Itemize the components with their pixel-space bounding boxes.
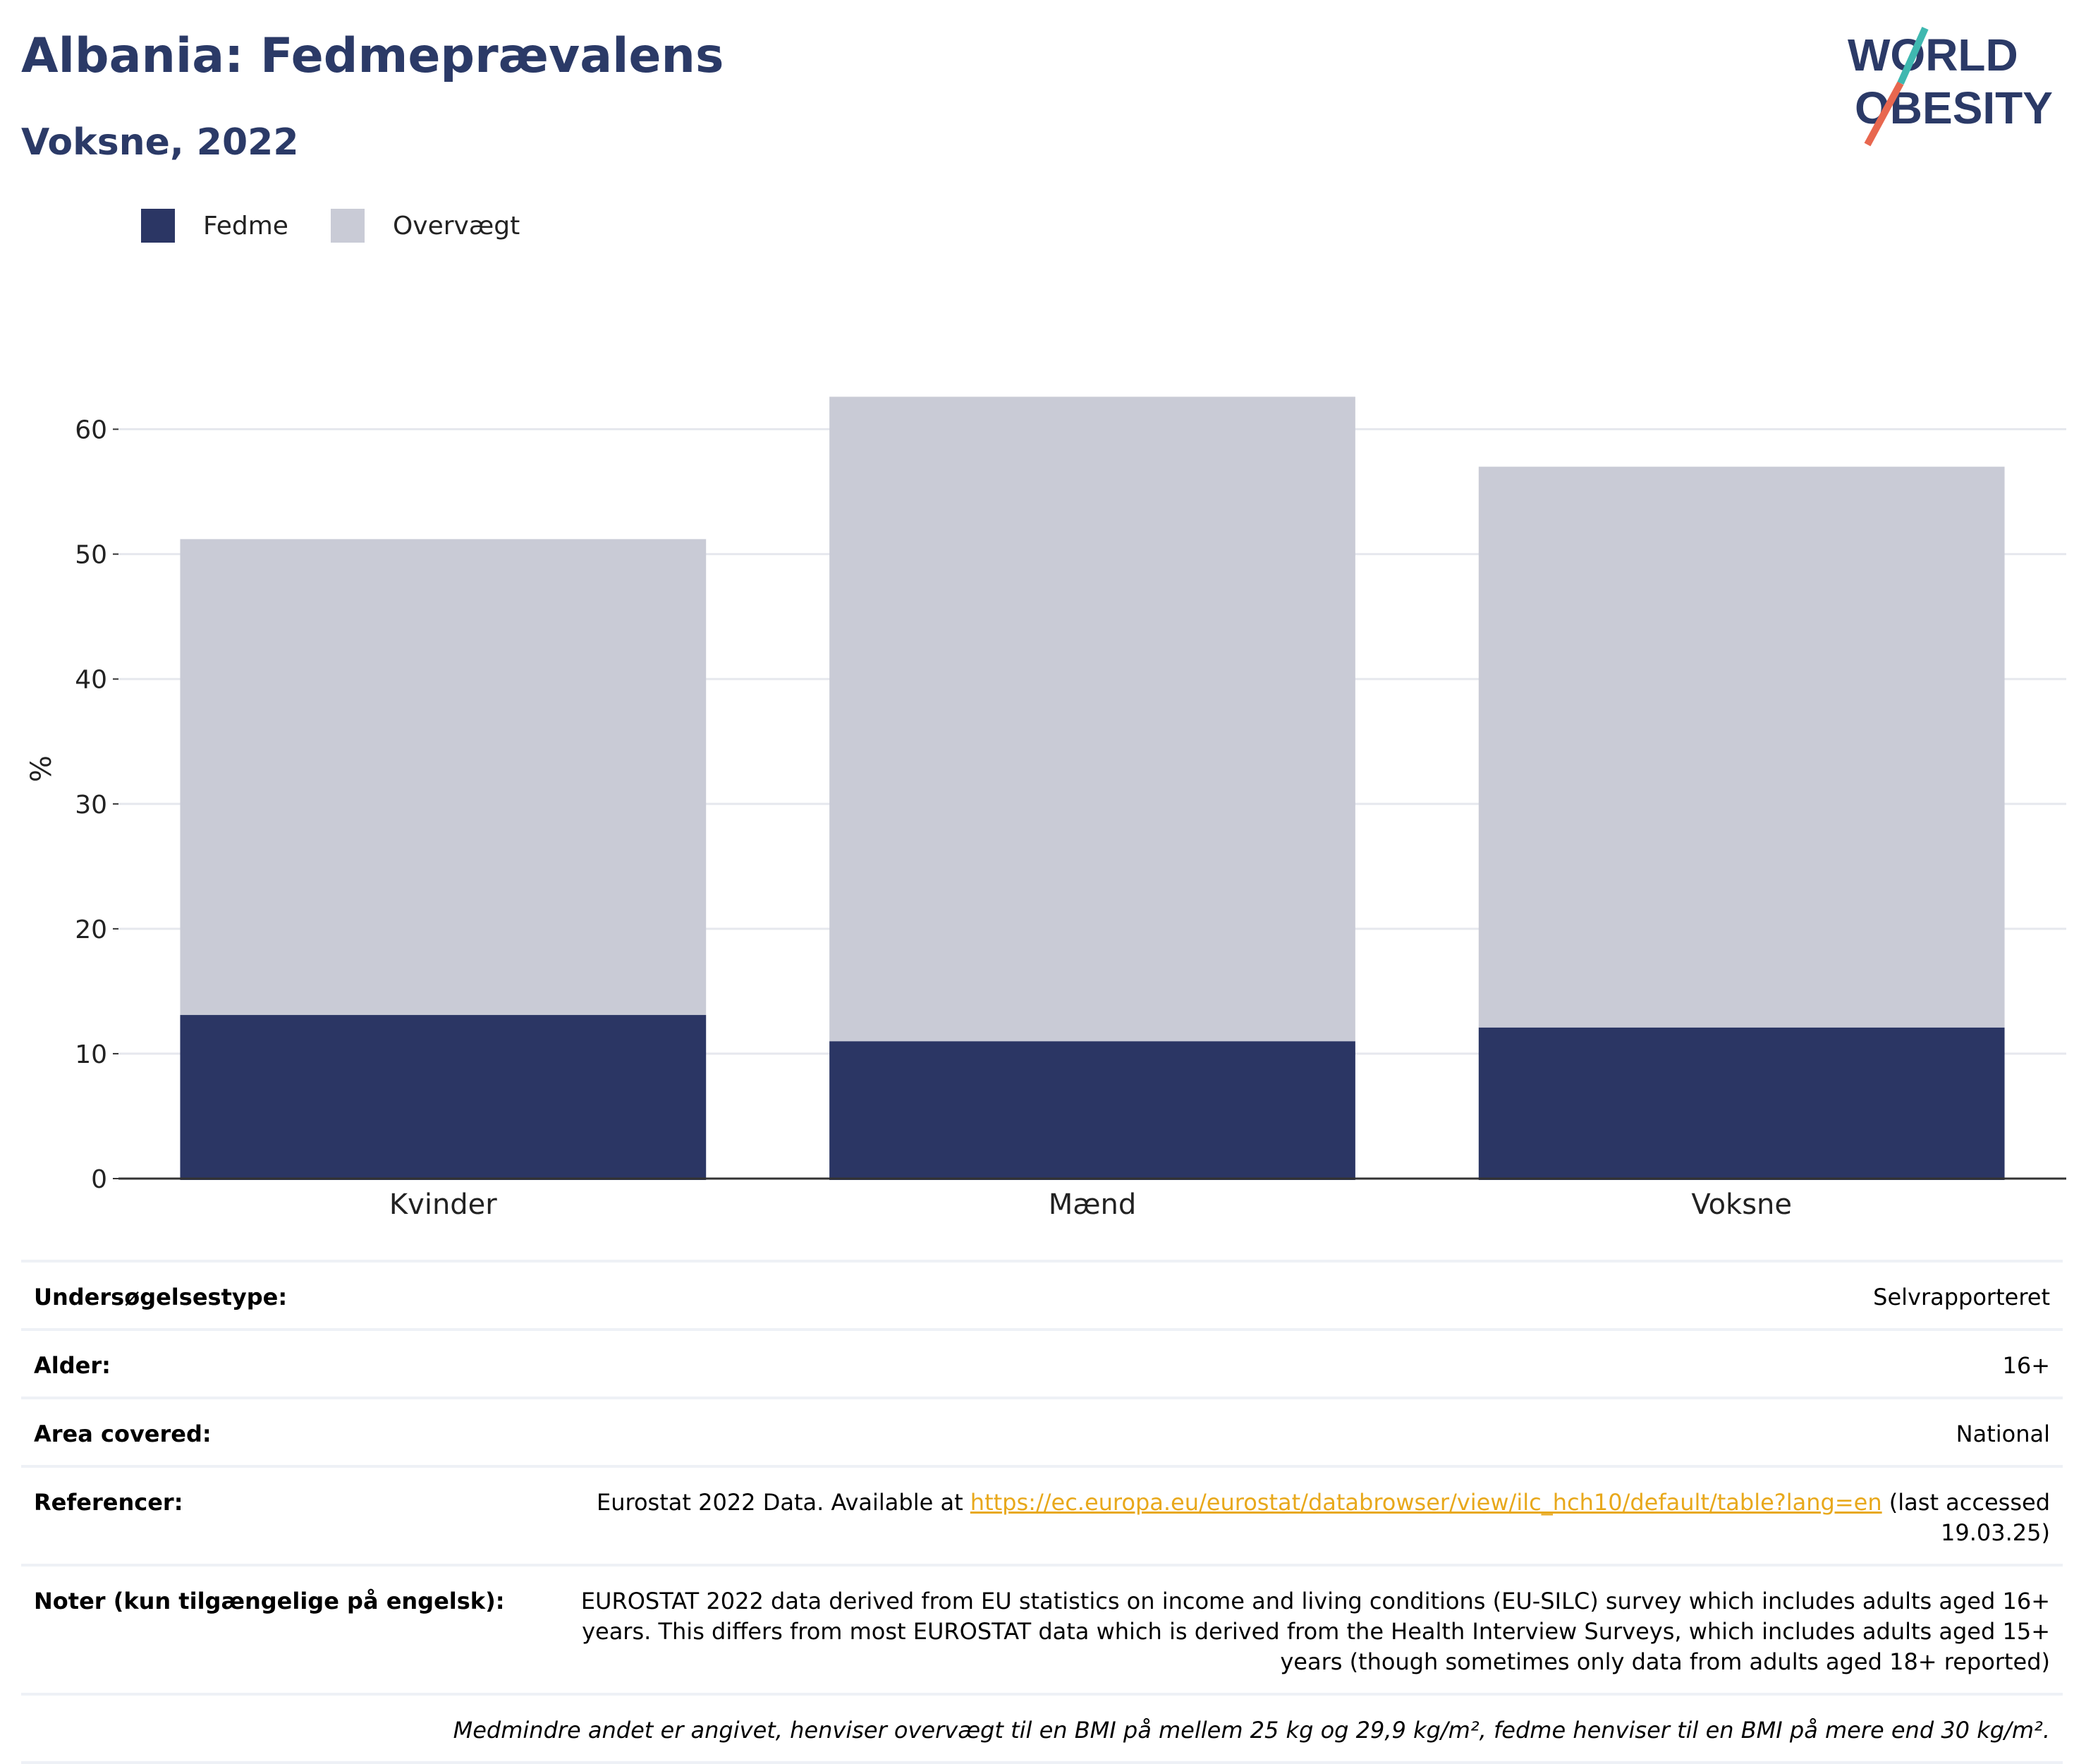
legend-swatch-overvaegt xyxy=(330,209,365,243)
reference-prefix: Eurostat 2022 Data. Available at xyxy=(597,1489,963,1516)
stacked-bar-chart: 0 10 20 30 40 50 60% Kvinder Mænd Voksne xyxy=(25,396,2066,1221)
logo-line1: WORLD xyxy=(1848,30,2018,80)
y-tick-label: 40 xyxy=(75,666,107,695)
y-tick-label: 10 xyxy=(75,1040,107,1069)
legend-swatch-fedme xyxy=(141,209,175,243)
x-tick-label: Kvinder xyxy=(389,1188,497,1221)
y-tick-label: 60 xyxy=(75,416,107,445)
y-tick-label: 50 xyxy=(75,541,107,570)
meta-key: Referencer: xyxy=(34,1489,183,1516)
meta-key: Alder: xyxy=(34,1352,111,1379)
meta-key: Area covered: xyxy=(34,1421,212,1447)
x-tick-label: Mænd xyxy=(1049,1188,1137,1221)
y-tick-label: 0 xyxy=(91,1165,107,1194)
logo-teal-slash xyxy=(1897,26,1929,85)
meta-row-references: Referencer: Eurostat 2022 Data. Availabl… xyxy=(21,1465,2063,1564)
meta-row-footnote: Medmindre andet er angivet, henviser ove… xyxy=(21,1693,2063,1764)
legend-label-fedme: Fedme xyxy=(203,211,288,241)
meta-value: 16+ xyxy=(2002,1352,2050,1379)
bar-overvaegt-maend xyxy=(829,396,1355,1042)
bar-overvaegt-voksne xyxy=(1478,466,2005,1028)
meta-key: Noter (kun tilgængelige på engelsk): xyxy=(34,1588,505,1614)
bar-fedme-maend xyxy=(829,1041,1355,1180)
chart-legend: Fedme Overvægt xyxy=(141,209,562,243)
meta-value: Selvrapporteret xyxy=(1873,1284,2050,1310)
bar-fedme-kvinder xyxy=(180,1015,707,1180)
bar-fedme-voksne xyxy=(1478,1027,2005,1180)
y-tick-label: 20 xyxy=(75,916,107,944)
y-tick-label: 30 xyxy=(75,791,107,820)
meta-row-survey-type: Undersøgelsestype: Selvrapporteret xyxy=(21,1260,2063,1328)
meta-row-age: Alder: 16+ xyxy=(21,1328,2063,1397)
logo-coral-slash xyxy=(1864,81,1904,147)
world-obesity-logo: WORLD OBESITY xyxy=(1848,26,2053,147)
chart-title: Albania: Fedmeprævalens xyxy=(21,28,724,84)
legend-item-overvaegt[interactable]: Overvægt xyxy=(330,209,520,243)
meta-key: Undersøgelsestype: xyxy=(34,1284,288,1310)
reference-suffix: (last accessed 19.03.25) xyxy=(1889,1489,2050,1546)
meta-row-area: Area covered: National xyxy=(21,1397,2063,1465)
legend-item-fedme[interactable]: Fedme xyxy=(141,209,288,243)
meta-value: National xyxy=(1956,1421,2050,1447)
reference-link[interactable]: https://ec.europa.eu/eurostat/databrowse… xyxy=(970,1489,1882,1516)
x-tick-label: Voksne xyxy=(1691,1188,1792,1221)
bar-overvaegt-kvinder xyxy=(180,539,707,1016)
legend-label-overvaegt: Overvægt xyxy=(392,211,520,241)
meta-value: Eurostat 2022 Data. Available at https:/… xyxy=(542,1488,2050,1548)
y-axis-label: % xyxy=(25,755,58,782)
meta-row-notes: Noter (kun tilgængelige på engelsk): EUR… xyxy=(21,1564,2063,1693)
bmi-footnote: Medmindre andet er angivet, henviser ove… xyxy=(453,1717,2050,1744)
metadata-table: Undersøgelsestype: Selvrapporteret Alder… xyxy=(21,1260,2063,1764)
meta-value: EUROSTAT 2022 data derived from EU stati… xyxy=(580,1588,2050,1675)
chart-subtitle: Voksne, 2022 xyxy=(21,121,299,164)
